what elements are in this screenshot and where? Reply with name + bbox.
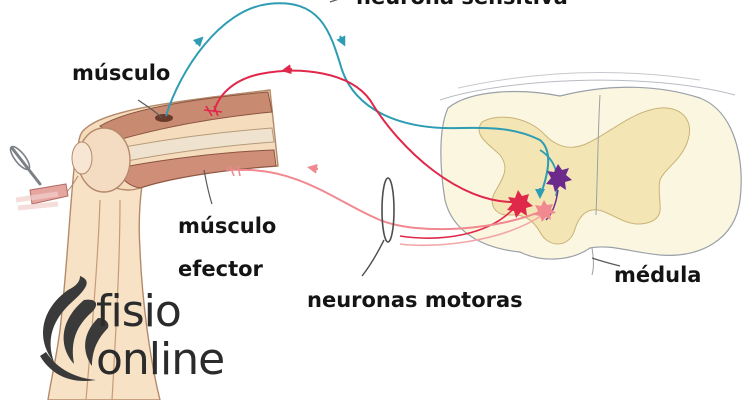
muscle-spindle — [155, 114, 173, 122]
shin-bone — [85, 199, 101, 401]
femur — [107, 127, 275, 165]
motor-red-arrow — [281, 64, 293, 75]
motor-end-plate-pink — [226, 165, 244, 177]
leader-musculo — [137, 99, 163, 119]
label-effector-muscle-line1: músculo — [178, 214, 277, 238]
shin-bone-2 — [111, 199, 121, 401]
spinal-cord — [439, 71, 742, 276]
spinal-cord-outer-line-2 — [457, 71, 701, 89]
interneuron-purple — [545, 164, 572, 221]
motor-neuron-red-to-cord — [399, 205, 517, 239]
motor-neuron-pink-axon — [239, 168, 545, 231]
label-leaders — [137, 0, 621, 267]
label-muscle: músculo — [72, 61, 171, 85]
motor-neuron-pink — [226, 163, 545, 247]
nerve-sheath — [361, 177, 395, 277]
leader-neurona-sensitiva — [329, 0, 338, 3]
motor-end-plate-red — [203, 105, 223, 117]
motor-neuron-pink-axon-2 — [399, 213, 545, 247]
logo-text-fisio: fisio — [96, 286, 182, 337]
label-sensory-neuron: neurona sensitiva — [356, 0, 568, 8]
leader-medula — [591, 257, 621, 267]
upper-muscle — [99, 91, 273, 141]
motor-pink-arrow — [307, 163, 319, 174]
sensory-arrow-2 — [336, 35, 346, 47]
spinal-cord-outer-line — [439, 79, 736, 101]
motor-neuron-red — [203, 64, 517, 239]
fisio-online-logo-mark — [40, 276, 109, 381]
motor-neuron-body-pink — [534, 200, 556, 222]
motor-neuron-red-axon — [213, 69, 517, 204]
reflex-hammer — [9, 145, 69, 211]
hammer-handle-grip — [9, 145, 31, 171]
leader-musculo-efector — [203, 169, 213, 205]
label-effector-muscle-line2: efector — [178, 257, 263, 281]
patella — [71, 141, 93, 175]
label-motor-neurons: neuronas motoras — [307, 288, 523, 312]
motor-neuron-body-red — [507, 190, 533, 218]
leg — [47, 89, 279, 401]
sensory-neuron-axon — [165, 2, 550, 197]
label-spinal-cord: médula — [614, 263, 702, 287]
hammer-motion-blur — [15, 191, 59, 211]
ventral-fissure — [591, 247, 594, 276]
logo-text-online: online — [96, 334, 225, 385]
hammer-handle — [10, 146, 42, 186]
spinal-cord-grey-matter — [478, 107, 690, 245]
central-canal — [595, 94, 601, 216]
sensory-arrow-1 — [192, 36, 204, 48]
